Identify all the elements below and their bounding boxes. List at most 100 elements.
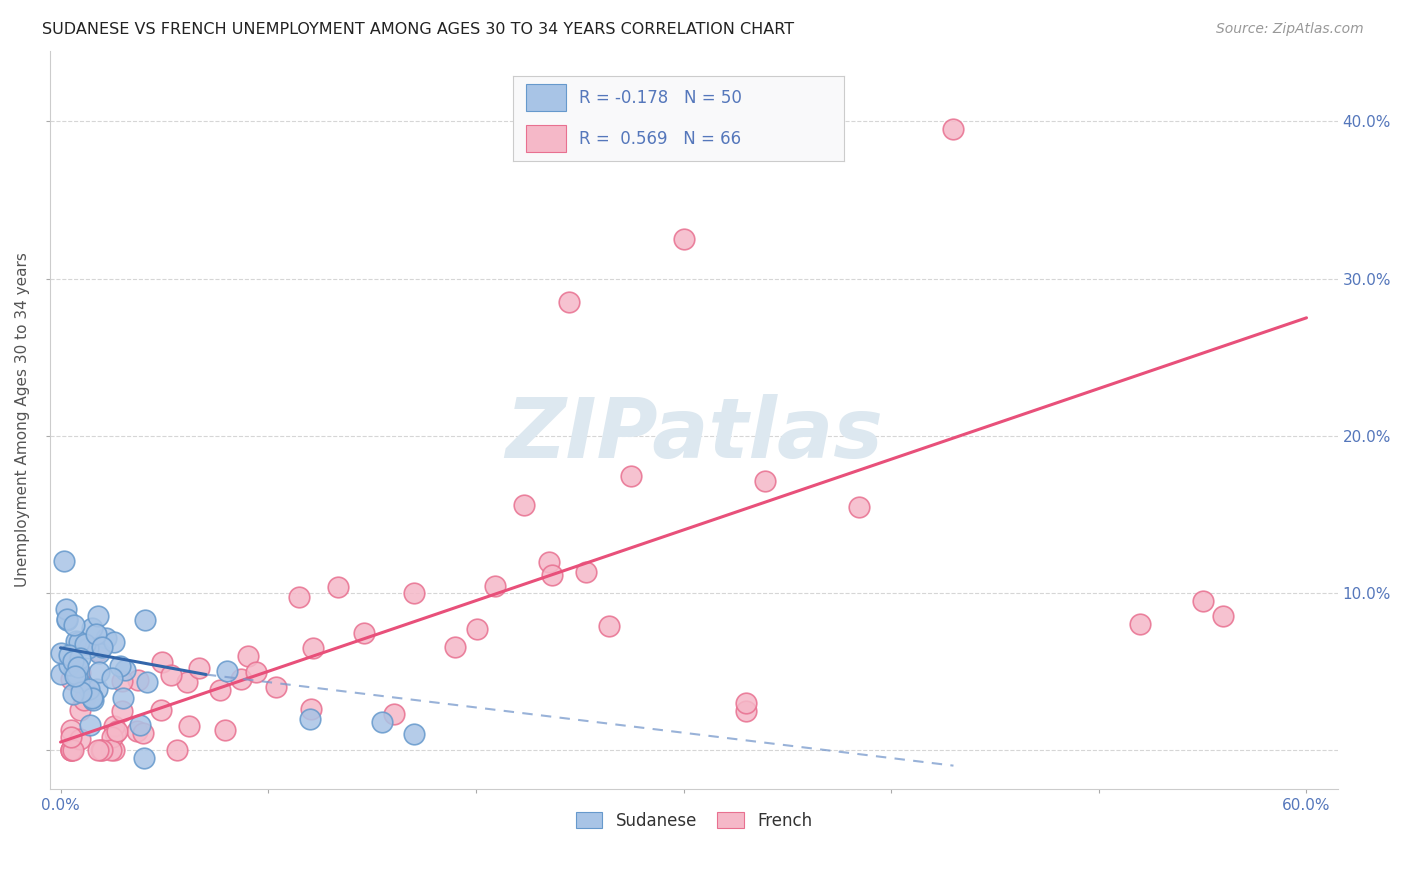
Point bbox=[1191, 593, 1213, 607]
Point bbox=[159, 667, 181, 681]
Point bbox=[59, 743, 82, 757]
Text: R =  0.569   N = 66: R = 0.569 N = 66 bbox=[579, 129, 741, 147]
Point bbox=[59, 672, 82, 686]
Point bbox=[299, 702, 322, 716]
Point bbox=[404, 586, 426, 600]
Point bbox=[672, 232, 695, 246]
Point bbox=[69, 666, 91, 681]
Point bbox=[55, 601, 77, 615]
Point bbox=[91, 743, 114, 757]
Point bbox=[134, 613, 156, 627]
Point bbox=[1129, 617, 1152, 632]
Point bbox=[111, 704, 134, 718]
Point bbox=[79, 718, 101, 732]
Point bbox=[52, 554, 75, 568]
Point bbox=[80, 691, 103, 706]
Point bbox=[150, 703, 173, 717]
Point bbox=[103, 719, 125, 733]
Point bbox=[59, 743, 82, 757]
Point bbox=[214, 723, 236, 737]
Point bbox=[103, 743, 125, 757]
Point bbox=[58, 648, 80, 662]
Point bbox=[353, 626, 375, 640]
Point bbox=[77, 682, 100, 697]
Point bbox=[187, 661, 209, 675]
Point bbox=[87, 743, 110, 757]
Point bbox=[69, 703, 91, 717]
Point bbox=[734, 704, 756, 718]
Point bbox=[443, 640, 465, 654]
Point bbox=[51, 646, 73, 660]
Bar bbox=[526, 125, 567, 152]
Point bbox=[62, 687, 84, 701]
Point bbox=[152, 655, 174, 669]
Point bbox=[80, 621, 103, 635]
Point bbox=[215, 665, 238, 679]
Point bbox=[129, 718, 152, 732]
Point bbox=[87, 644, 110, 658]
Point bbox=[58, 658, 80, 673]
Point bbox=[82, 690, 104, 704]
Point bbox=[87, 665, 110, 680]
Point bbox=[176, 674, 198, 689]
Point bbox=[264, 680, 287, 694]
Bar bbox=[526, 85, 567, 112]
Point bbox=[67, 674, 90, 689]
Point bbox=[63, 618, 86, 632]
Point bbox=[67, 635, 90, 649]
Text: SUDANESE VS FRENCH UNEMPLOYMENT AMONG AGES 30 TO 34 YEARS CORRELATION CHART: SUDANESE VS FRENCH UNEMPLOYMENT AMONG AG… bbox=[42, 22, 794, 37]
Point bbox=[754, 475, 776, 489]
Point bbox=[55, 612, 77, 626]
Point bbox=[59, 723, 82, 737]
Point bbox=[208, 683, 231, 698]
Point bbox=[87, 609, 110, 624]
Point bbox=[75, 683, 97, 698]
Point bbox=[402, 727, 425, 741]
Text: ZIPatlas: ZIPatlas bbox=[505, 394, 883, 475]
Point bbox=[94, 632, 117, 646]
Point bbox=[127, 673, 149, 687]
Point bbox=[89, 743, 111, 757]
Point bbox=[575, 565, 598, 579]
Point bbox=[467, 622, 489, 636]
Point bbox=[136, 674, 159, 689]
Point bbox=[66, 659, 89, 673]
Point bbox=[231, 672, 253, 686]
Point bbox=[63, 665, 86, 679]
Point bbox=[1212, 609, 1234, 624]
Point bbox=[91, 640, 114, 654]
Point bbox=[245, 665, 267, 680]
Point bbox=[598, 619, 620, 633]
Point bbox=[112, 691, 135, 706]
Point bbox=[298, 712, 321, 726]
Point bbox=[59, 730, 82, 744]
Point bbox=[538, 555, 561, 569]
Point bbox=[382, 706, 405, 721]
Point bbox=[166, 743, 188, 757]
Point bbox=[541, 567, 564, 582]
Point bbox=[69, 651, 91, 665]
Point bbox=[132, 751, 155, 765]
Legend: Sudanese, French: Sudanese, French bbox=[569, 805, 818, 837]
Point bbox=[620, 469, 643, 483]
Point bbox=[59, 743, 82, 757]
Point bbox=[66, 667, 89, 681]
Point bbox=[371, 714, 394, 729]
Point bbox=[328, 580, 350, 594]
Point bbox=[62, 654, 84, 668]
Point bbox=[484, 579, 506, 593]
Point bbox=[82, 693, 104, 707]
Point bbox=[942, 122, 965, 136]
Point bbox=[65, 634, 87, 648]
Point bbox=[86, 682, 108, 697]
Point bbox=[100, 743, 122, 757]
Point bbox=[73, 692, 96, 706]
Point bbox=[104, 726, 127, 740]
Point bbox=[63, 669, 86, 683]
Point bbox=[69, 685, 91, 699]
Point bbox=[51, 667, 73, 681]
Text: R = -0.178   N = 50: R = -0.178 N = 50 bbox=[579, 89, 742, 107]
Text: Source: ZipAtlas.com: Source: ZipAtlas.com bbox=[1216, 22, 1364, 37]
Point bbox=[302, 640, 325, 655]
Point bbox=[848, 500, 870, 514]
